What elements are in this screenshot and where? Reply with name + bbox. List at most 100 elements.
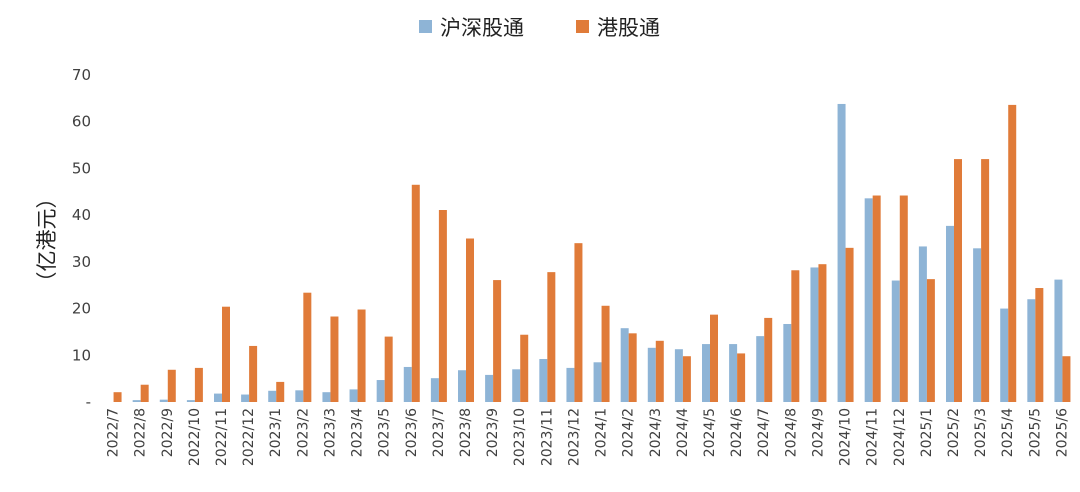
bar-hk-connect: [764, 317, 773, 402]
x-tick-label: 2023/3: [322, 408, 338, 457]
x-tick-label: 2022/10: [187, 408, 203, 466]
legend-label-hs-connect: 沪深股通: [440, 16, 524, 40]
x-tick-label: 2022/7: [106, 408, 122, 457]
x-tick-label: 2024/9: [810, 408, 826, 457]
x-tick-label: 2025/5: [1027, 408, 1043, 457]
bar-hs-connect: [512, 369, 521, 402]
x-tick-label: 2022/8: [133, 408, 149, 457]
legend-swatch-hs-connect: [419, 20, 432, 33]
bar-hk-connect: [140, 384, 149, 402]
bar-hk-connect: [276, 381, 285, 402]
bar-hs-connect: [322, 392, 331, 402]
bar-hk-connect: [791, 270, 800, 402]
legend-label-hk-connect: 港股通: [597, 16, 660, 40]
bar-hs-connect: [810, 267, 819, 402]
bar-hs-connect: [132, 400, 141, 402]
bar-hk-connect: [628, 333, 637, 402]
bar-hs-connect: [159, 399, 168, 402]
bar-hk-connect: [710, 314, 718, 402]
x-tick-label: 2024/11: [865, 408, 881, 466]
y-tick-label: 20: [72, 300, 91, 318]
x-tick-label: 2024/5: [702, 408, 718, 457]
x-tick-label: 2024/8: [783, 408, 799, 457]
x-tick-label: 2023/12: [566, 408, 582, 466]
x-tick-label: 2023/9: [485, 408, 501, 457]
x-tick-label: 2022/9: [160, 408, 176, 457]
bar-hs-connect: [837, 103, 846, 403]
bar-hk-connect: [601, 305, 610, 402]
bar-hs-connect: [756, 336, 765, 402]
bar-hk-connect: [981, 159, 990, 402]
bar-hk-connect: [845, 247, 854, 402]
x-tick-label: 2023/8: [458, 408, 474, 457]
x-tick-label: 2025/6: [1054, 408, 1070, 457]
bar-hs-connect: [973, 248, 982, 402]
x-tick-label: 2025/2: [946, 408, 962, 457]
bar-hk-connect: [113, 392, 122, 402]
bar-hs-connect: [458, 370, 466, 402]
bar-hs-connect: [295, 390, 304, 402]
y-tick-label: 30: [72, 253, 91, 271]
bar-hs-connect: [403, 366, 412, 402]
bar-hs-connect: [186, 400, 195, 402]
bar-hk-connect: [194, 367, 203, 402]
bar-hk-connect: [872, 195, 881, 402]
bar-hk-connect: [818, 264, 827, 402]
x-tick-label: 2022/11: [214, 408, 230, 466]
bar-hs-connect: [241, 394, 250, 402]
bar-hs-connect: [864, 198, 873, 402]
y-tick-label: -: [86, 393, 91, 411]
bar-hs-connect: [593, 362, 602, 402]
bar-hs-connect: [485, 374, 494, 402]
x-tick-label: 2023/2: [295, 408, 311, 457]
bar-hk-connect: [411, 184, 420, 402]
x-tick-label: 2023/4: [350, 408, 366, 457]
bar-hk-connect: [303, 292, 312, 402]
x-tick-label: 2024/4: [675, 408, 691, 457]
bar-hk-connect: [899, 195, 908, 402]
bar-hs-connect: [214, 393, 222, 402]
bar-hk-connect: [547, 272, 556, 402]
x-tick-label: 2023/5: [377, 408, 393, 457]
bar-hk-connect: [520, 334, 529, 402]
bar-hs-connect: [1027, 299, 1036, 402]
bar-hs-connect: [566, 367, 575, 402]
x-tick-label: 2023/7: [431, 408, 447, 457]
bar-hs-connect: [376, 380, 385, 402]
bar-hs-connect: [539, 359, 548, 402]
bar-hk-connect: [737, 353, 746, 402]
x-tick-label: 2024/12: [892, 408, 908, 466]
bar-hs-connect: [620, 328, 629, 402]
x-tick-label: 2024/10: [838, 408, 854, 466]
bar-hk-connect: [222, 306, 230, 402]
x-tick-label: 2025/3: [973, 408, 989, 457]
bar-hs-connect: [702, 344, 710, 402]
x-axis-ticks: 2022/7 2022/8 2022/9 2022/10 2022/11 2022/12 2…: [106, 408, 1071, 466]
bar-hk-connect: [249, 345, 258, 402]
bar-hk-connect: [330, 316, 339, 402]
bar-hk-connect: [438, 210, 447, 402]
bar-hs-connect: [1054, 279, 1063, 402]
bar-hs-connect: [674, 349, 683, 402]
x-tick-label: 2024/3: [648, 408, 664, 457]
bar-hk-connect: [466, 238, 474, 402]
bar-hs-connect: [783, 323, 792, 402]
x-tick-label: 2024/1: [594, 408, 610, 457]
bar-hs-connect: [891, 280, 900, 402]
bar-hk-connect: [167, 369, 176, 402]
bar-hk-connect: [954, 159, 962, 402]
y-tick-label: 60: [72, 113, 91, 131]
y-axis-ticks: - 10 20 30 40 50 60 70: [72, 66, 91, 411]
y-axis-label: （亿港元）: [35, 188, 59, 293]
bar-hk-connect: [655, 340, 664, 402]
x-tick-label: 2025/1: [919, 408, 935, 457]
x-tick-label: 2024/7: [756, 408, 772, 457]
x-tick-label: 2024/6: [729, 408, 745, 457]
bar-hk-connect: [357, 309, 366, 402]
bar-hk-connect: [1035, 288, 1044, 402]
legend: 沪深股通 港股通: [419, 16, 660, 40]
x-tick-label: 2023/6: [404, 408, 420, 457]
x-tick-label: 2023/1: [268, 408, 284, 457]
bar-hs-connect: [729, 344, 738, 402]
